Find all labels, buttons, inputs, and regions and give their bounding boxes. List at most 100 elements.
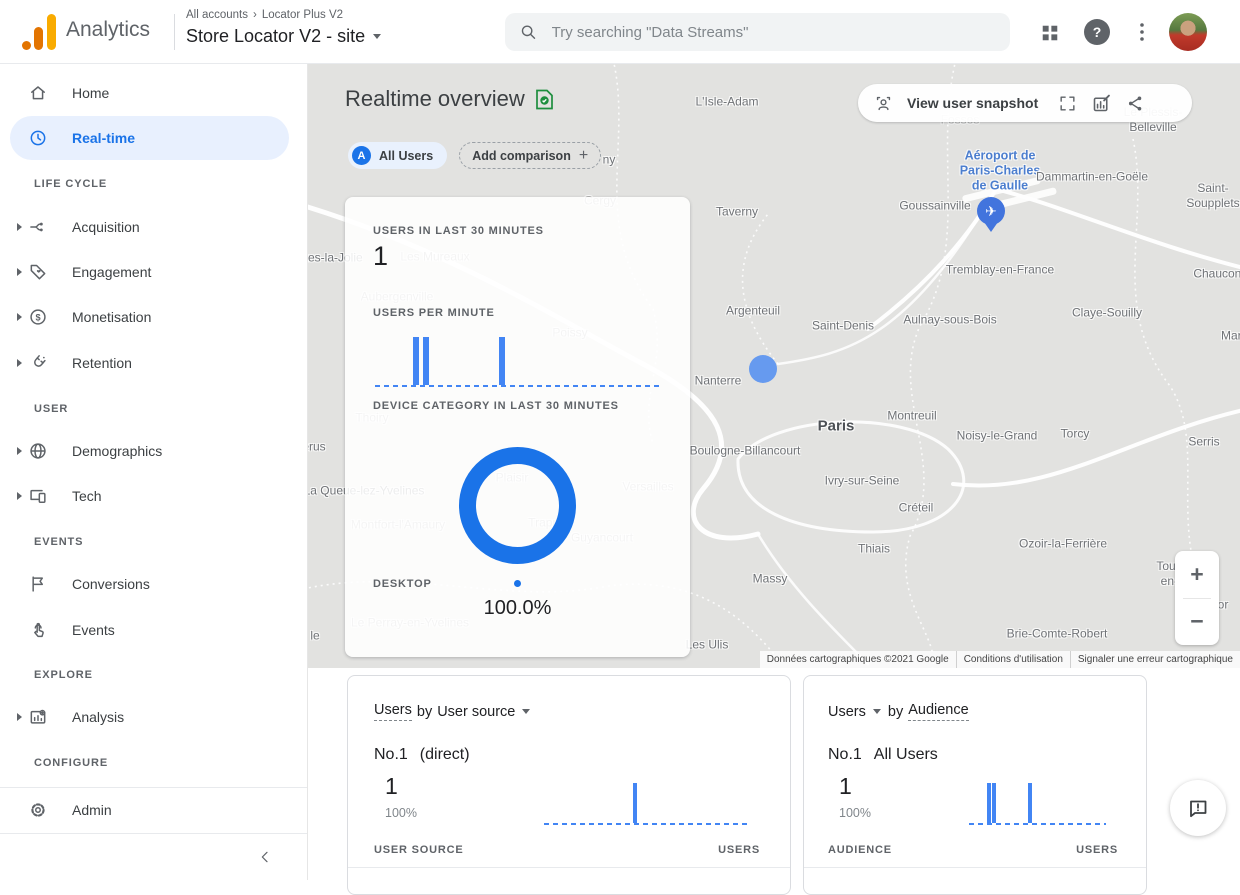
sidebar-item-events[interactable]: Events xyxy=(0,608,307,652)
acquisition-icon xyxy=(30,222,43,232)
column-dimension: AUDIENCE xyxy=(828,844,892,856)
sidebar-item-tech[interactable]: Tech xyxy=(0,474,307,518)
home-icon xyxy=(31,86,45,100)
search-icon xyxy=(521,25,536,39)
engagement-tag-icon xyxy=(30,264,46,280)
zoom-in-button[interactable]: + xyxy=(1190,560,1204,587)
property-selector[interactable]: Store Locator V2 - site xyxy=(186,26,382,47)
search-bar[interactable] xyxy=(505,13,1010,51)
map-label: Tremblay-en-France xyxy=(945,262,1055,277)
map-label: Créteil xyxy=(898,500,934,515)
plus-icon: + xyxy=(578,146,589,164)
active-user-dot xyxy=(749,355,777,383)
edit-chart-icon[interactable] xyxy=(1091,93,1112,114)
flag-icon xyxy=(32,576,43,592)
sidebar-item-label: Retention xyxy=(72,355,132,371)
map-label: Ivry-sur-Seine xyxy=(824,473,900,488)
report-error-link[interactable]: Signaler une erreur cartographique xyxy=(1069,651,1240,668)
expand-arrow-icon[interactable] xyxy=(10,713,28,721)
sidebar-divider xyxy=(0,833,307,834)
column-dimension: USER SOURCE xyxy=(374,844,464,856)
sidebar-divider xyxy=(0,787,307,788)
users-30min-value: 1 xyxy=(373,241,389,271)
map-label: Goussainville xyxy=(899,198,971,213)
expand-arrow-icon[interactable] xyxy=(10,223,28,231)
sidebar-item-analysis[interactable]: Analysis xyxy=(0,695,307,739)
dimension-selector[interactable]: Audience xyxy=(908,702,969,721)
sidebar-item-monetisation[interactable]: $ Monetisation xyxy=(0,295,307,339)
comparison-chips: A All Users Add comparison + xyxy=(348,142,602,169)
sidebar-item-engagement[interactable]: Engagement xyxy=(0,250,307,294)
map-label: Thiais xyxy=(857,541,891,556)
chart-bar xyxy=(413,337,419,385)
sidebar-item-demographics[interactable]: Demographics xyxy=(0,429,307,473)
expand-arrow-icon[interactable] xyxy=(10,492,28,500)
chevron-down-icon[interactable] xyxy=(872,709,881,714)
zoom-out-button[interactable]: − xyxy=(1190,608,1204,635)
map-label: ny xyxy=(602,152,616,167)
help-icon[interactable]: ? xyxy=(1084,19,1110,45)
sidebar-item-label: Conversions xyxy=(72,576,150,592)
top-item-label: All Users xyxy=(873,746,938,763)
breadcrumb-account[interactable]: Locator Plus V2 xyxy=(261,9,344,21)
sidebar-item-realtime[interactable]: Real-time xyxy=(0,116,307,160)
header-divider xyxy=(174,14,175,50)
add-comparison-label: Add comparison xyxy=(472,148,571,163)
chip-avatar: A xyxy=(352,146,371,165)
sidebar-item-acquisition[interactable]: Acquisition xyxy=(0,205,307,249)
gear-icon xyxy=(31,803,45,817)
feedback-button[interactable] xyxy=(1170,780,1226,836)
sidebar-item-home[interactable]: Home xyxy=(0,71,307,115)
search-input[interactable] xyxy=(551,23,996,41)
sidebar-item-retention[interactable]: Retention xyxy=(0,341,307,385)
rank-label: No.1 xyxy=(828,746,862,763)
device-category-label: DEVICE CATEGORY IN LAST 30 MINUTES xyxy=(373,400,619,412)
add-comparison-button[interactable]: Add comparison + xyxy=(459,142,602,169)
share-icon[interactable] xyxy=(1126,94,1145,113)
sidebar-item-conversions[interactable]: Conversions xyxy=(0,562,307,606)
sidebar-item-label: Monetisation xyxy=(72,309,152,325)
chart-bar xyxy=(1028,783,1033,823)
collapse-sidebar-button[interactable] xyxy=(0,834,307,880)
breadcrumb[interactable]: All accounts › Locator Plus V2 xyxy=(186,9,343,21)
apps-grid-icon[interactable] xyxy=(1040,23,1060,43)
realtime-summary-card: USERS IN LAST 30 MINUTES 1 USERS PER MIN… xyxy=(345,197,690,657)
user-snapshot-icon[interactable] xyxy=(874,94,893,113)
title-joiner: by xyxy=(416,703,433,720)
monetisation-icon: $ xyxy=(30,309,46,325)
realtime-map[interactable]: L'Isle-AdamFossesLe Plessis-BellevilleAé… xyxy=(308,64,1240,668)
globe-icon xyxy=(30,443,46,459)
view-user-snapshot-button[interactable]: View user snapshot xyxy=(907,95,1039,111)
map-label: Montreuil xyxy=(887,408,937,423)
expand-arrow-icon[interactable] xyxy=(10,268,28,276)
legend-dot xyxy=(514,580,521,587)
fullscreen-icon[interactable] xyxy=(1058,94,1077,113)
users-by-source-card: Users by User source No.1 (direct) 1 100… xyxy=(347,675,791,895)
all-users-chip[interactable]: A All Users xyxy=(348,142,448,169)
sidebar-item-admin[interactable]: Admin xyxy=(0,788,307,832)
breadcrumb-root[interactable]: All accounts xyxy=(186,9,249,21)
help-glyph: ? xyxy=(1092,24,1102,40)
analysis-icon xyxy=(30,709,46,724)
rank-label: No.1 xyxy=(374,746,408,763)
metric-selector[interactable]: Users xyxy=(828,703,866,720)
expand-arrow-icon[interactable] xyxy=(10,447,28,455)
dimension-selector[interactable]: User source xyxy=(437,703,516,720)
expand-arrow-icon[interactable] xyxy=(10,359,28,367)
expand-arrow-icon[interactable] xyxy=(10,313,28,321)
kebab-menu-icon[interactable] xyxy=(1136,21,1148,43)
metric-selector[interactable]: Users xyxy=(374,702,412,721)
table-header: AUDIENCE USERS xyxy=(828,844,1118,856)
terms-link[interactable]: Conditions d'utilisation xyxy=(955,651,1070,668)
logo-bar-mid xyxy=(34,27,43,50)
chart-bar xyxy=(498,337,505,385)
sidebar-section-configure: CONFIGURE xyxy=(34,757,109,769)
chevron-down-icon[interactable] xyxy=(522,709,531,714)
clock-icon xyxy=(30,130,46,146)
avatar[interactable] xyxy=(1169,13,1207,51)
sidebar-section-user: USER xyxy=(34,403,69,415)
realtime-status-icon xyxy=(535,89,553,109)
analytics-logo-icon[interactable] xyxy=(22,14,56,50)
property-name: Store Locator V2 - site xyxy=(186,26,366,46)
metric-value: 1 xyxy=(839,773,852,799)
